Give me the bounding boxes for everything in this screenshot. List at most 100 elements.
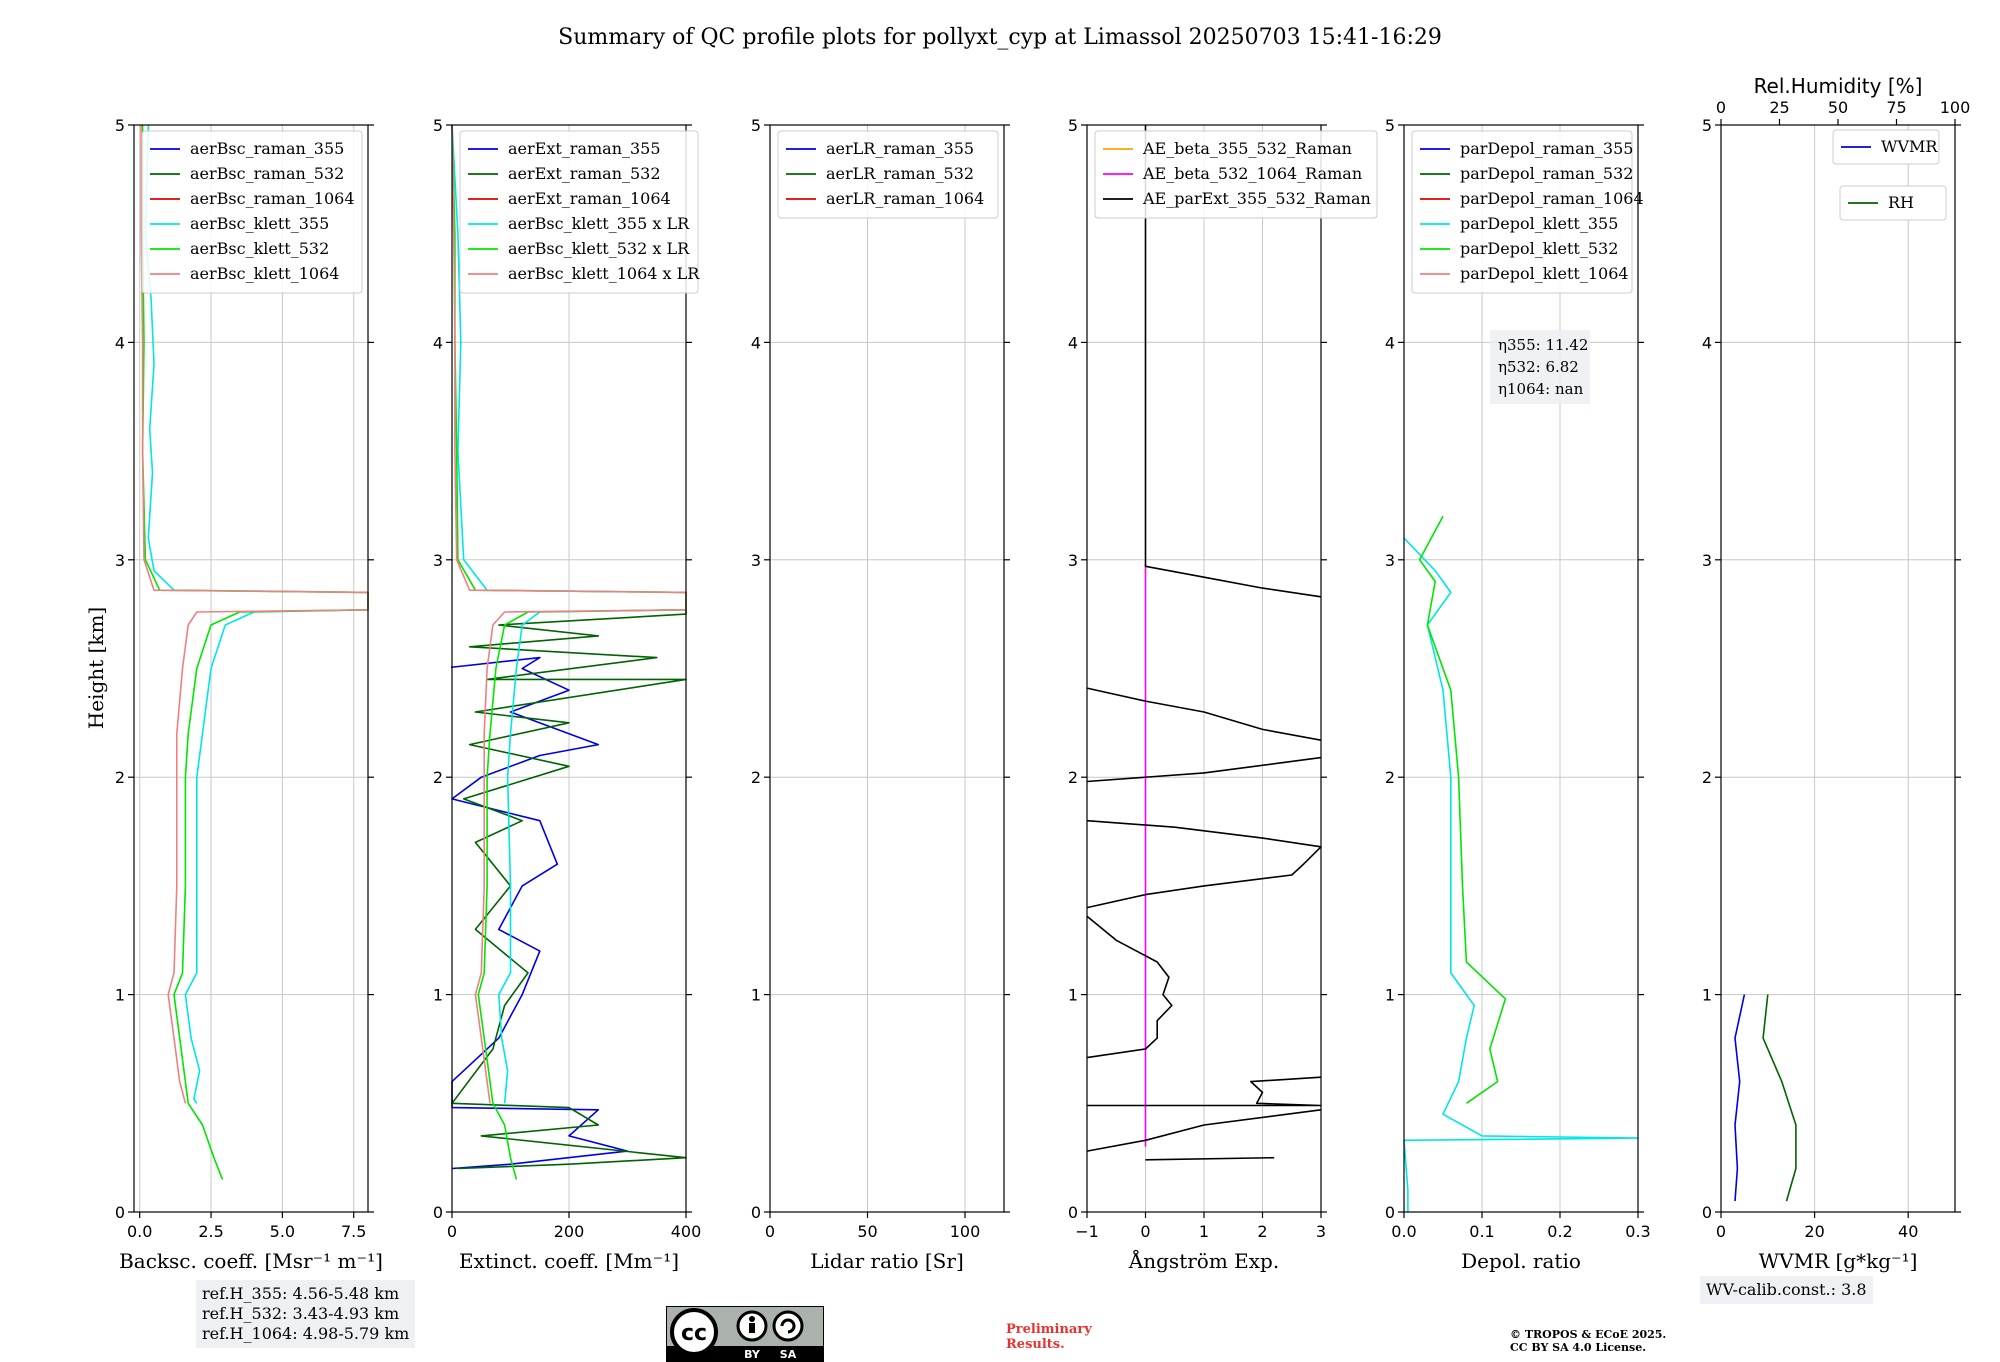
legend-box-rh <box>1839 185 1947 221</box>
y-tick-label: 0 <box>1702 1203 1712 1222</box>
x-axis-label: Extinct. coeff. [Mm⁻¹] <box>459 1249 679 1273</box>
right-mask <box>1322 119 1342 1218</box>
y-tick-label: 3 <box>1385 551 1395 570</box>
legend-label: aerBsc_klett_355 x LR <box>508 214 690 233</box>
x-tick-label: 0.0 <box>127 1222 152 1241</box>
panel-frame <box>133 124 369 1213</box>
figure-title: Summary of QC profile plots for pollyxt_… <box>558 25 1442 50</box>
x-tick-label: 3 <box>1316 1222 1326 1241</box>
series-pardepol-klett-532 <box>1418 515 1507 1104</box>
ref-height-355: ref.H_355: 4.56-5.48 km <box>202 1284 400 1303</box>
x-tick-label: 0 <box>765 1222 775 1241</box>
y-tick-label: 5 <box>1068 116 1078 135</box>
series-ae-parext-355-532-raman-segment-8- <box>1145 1156 1275 1161</box>
x-tick-label: 0 <box>1140 1222 1150 1241</box>
y-tick-label: 3 <box>115 551 125 570</box>
x-tick-label: 40 <box>1898 1222 1918 1241</box>
legend-box <box>141 130 363 294</box>
y-tick-label: 3 <box>1068 551 1078 570</box>
y-tick-label: 0 <box>433 1203 443 1222</box>
series-ae-parext-355-532-raman-segment-7- <box>1086 1109 1322 1152</box>
left-mask <box>426 119 451 1218</box>
series-aerbsc-klett-1064 <box>140 125 369 1104</box>
left-mask <box>1695 119 1720 1218</box>
y-tick-label: 4 <box>751 333 761 352</box>
legend-box <box>459 130 699 294</box>
series-ae-parext-355-532-raman-segment-6- <box>1087 1076 1322 1107</box>
x-tick-label: −1 <box>1075 1222 1099 1241</box>
panel-frame <box>1403 124 1639 1213</box>
right-mask <box>1639 119 1659 1218</box>
x-axis-label: Depol. ratio <box>1461 1249 1581 1273</box>
x-tick-label: 2.5 <box>198 1222 223 1241</box>
left-mask <box>108 119 133 1218</box>
series-aerext-raman-355 <box>440 656 629 1170</box>
legend-label: aerLR_raman_1064 <box>826 189 984 208</box>
y-tick-label: 3 <box>751 551 761 570</box>
y-tick-label: 0 <box>1385 1203 1395 1222</box>
legend-label: parDepol_raman_355 <box>1460 139 1633 158</box>
legend-label: aerBsc_raman_355 <box>190 139 344 158</box>
cc-sa-label: SA <box>780 1348 797 1361</box>
legend-label: AE_parExt_355_532_Raman <box>1142 189 1371 208</box>
x-tick-label: 50 <box>857 1222 877 1241</box>
panel-2: 0 1 2 3 4 5 0 200 400 Extinct. coeff. [Mm⁻¹] aerEx… <box>426 116 707 1273</box>
series-ae-parext-355-532-raman-segment-2- <box>1086 687 1322 741</box>
series-ae-parext-355-532-raman-segment-4- <box>1086 819 1322 909</box>
y-axis-label: Height [km] <box>84 607 108 729</box>
copyright-note: © TROPOS & ECoE 2025. CC BY SA 4.0 Licen… <box>1510 1328 1666 1354</box>
y-tick-label: 1 <box>115 986 125 1005</box>
y-tick-label: 5 <box>115 116 125 135</box>
panel-frame <box>769 124 1005 1213</box>
y-tick-label: 1 <box>433 986 443 1005</box>
series-ae-parext-355-532-raman-segment-3- <box>1086 756 1322 783</box>
cc-by-label: BY <box>744 1348 761 1361</box>
x-axis-label: Ångström Exp. <box>1128 1248 1279 1273</box>
left-mask <box>744 119 769 1218</box>
legend-label: aerBsc_klett_532 x LR <box>508 239 690 258</box>
cc-icon <box>670 1308 718 1356</box>
y-tick-label: 0 <box>115 1203 125 1222</box>
legend-label: parDepol_raman_532 <box>1460 164 1633 183</box>
y-tick-label: 2 <box>1702 768 1712 787</box>
top-axis-label: Rel.Humidity [%] <box>1754 74 1923 98</box>
legend-box <box>777 130 999 219</box>
x-tick-label: 2 <box>1257 1222 1267 1241</box>
legend-label: aerBsc_raman_1064 <box>190 189 355 208</box>
x-tick-label: 0.0 <box>1391 1222 1416 1241</box>
left-mask <box>1378 119 1403 1218</box>
series-ae-parext-355-532-raman <box>1144 125 1322 598</box>
panel-frame <box>1720 124 1956 1213</box>
y-tick-label: 0 <box>1068 1203 1078 1222</box>
y-tick-label: 1 <box>1702 986 1712 1005</box>
y-tick-label: 4 <box>1702 333 1712 352</box>
legend-label: parDepol_klett_355 <box>1460 214 1618 233</box>
y-tick-label: 2 <box>751 768 761 787</box>
y-tick-label: 4 <box>115 333 125 352</box>
legend-label: aerBsc_klett_355 <box>190 214 329 233</box>
preliminary-line-1: Preliminary <box>1006 1322 1092 1337</box>
series-ae-parext-355-532-raman-segment-5- <box>1086 915 1173 1059</box>
legend-label: aerLR_raman_532 <box>826 164 974 183</box>
legend-label: parDepol_klett_532 <box>1460 239 1618 258</box>
top-x-tick-label: 75 <box>1886 98 1906 117</box>
x-axis-label: WVMR [g*kg⁻¹] <box>1759 1249 1918 1273</box>
y-tick-label: 2 <box>115 768 125 787</box>
y-tick-label: 5 <box>751 116 761 135</box>
legend-label: aerBsc_klett_532 <box>190 239 329 258</box>
y-tick-label: 5 <box>1702 116 1712 135</box>
legend-label: WVMR <box>1881 137 1938 156</box>
x-tick-label: 400 <box>671 1222 702 1241</box>
y-tick-label: 4 <box>433 333 443 352</box>
y-tick-label: 4 <box>1385 333 1395 352</box>
top-x-tick-label: 0 <box>1716 98 1726 117</box>
legend-box <box>1094 130 1378 219</box>
wv-calib-const: WV-calib.const.: 3.8 <box>1706 1280 1867 1299</box>
y-tick-label: 2 <box>1385 768 1395 787</box>
eta-box: η355: 11.42 η532: 6.82 η1064: nan <box>1490 330 1590 404</box>
y-tick-label: 1 <box>1385 986 1395 1005</box>
wv-calib-box: WV-calib.const.: 3.8 <box>1700 1276 1873 1304</box>
